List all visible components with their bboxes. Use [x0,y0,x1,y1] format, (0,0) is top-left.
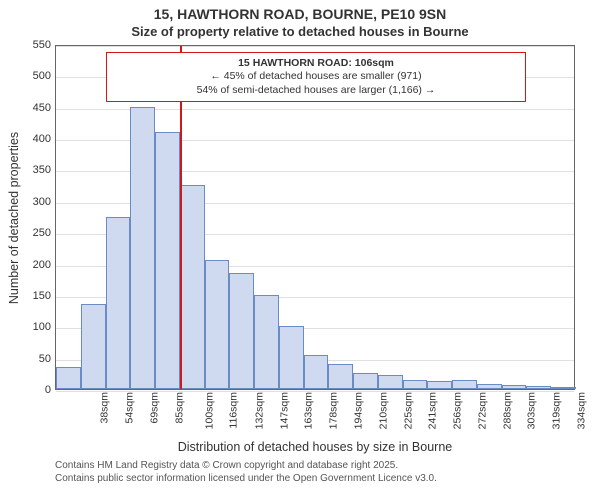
annotation-line: 54% of semi-detached houses are larger (… [113,84,520,97]
x-tick-label: 288sqm [501,392,513,429]
x-tick-label: 38sqm [99,392,111,424]
y-tick-label: 400 [0,133,51,145]
y-tick-label: 550 [0,39,51,51]
histogram-bar [279,326,304,389]
histogram-bar [56,367,81,389]
x-tick-label: 210sqm [377,392,389,429]
y-tick-label: 50 [0,353,51,365]
title-line1: 15, HAWTHORN ROAD, BOURNE, PE10 9SN [0,6,600,24]
gridline [56,46,574,47]
annotation-line: ← 45% of detached houses are smaller (97… [113,70,520,83]
x-tick-label: 85sqm [173,392,185,424]
x-tick-label: 256sqm [451,392,463,429]
x-tick-label: 225sqm [402,392,414,429]
x-axis-label: Distribution of detached houses by size … [178,440,452,454]
histogram-bar [526,386,551,389]
histogram-bar [328,364,353,389]
x-tick-label: 54sqm [124,392,136,424]
histogram-bar [551,387,576,390]
y-tick-label: 450 [0,102,51,114]
y-tick-label: 350 [0,164,51,176]
histogram-bar [378,375,403,389]
histogram-bar [180,185,205,389]
x-tick-label: 334sqm [575,392,587,429]
histogram-bar [155,132,180,389]
x-tick-label: 194sqm [352,392,364,429]
histogram-bar [106,217,131,390]
x-tick-labels: 38sqm 54sqm 69sqm 85sqm 100sqm 116sqm 132sqm 14… [55,390,575,445]
x-tick-label: 132sqm [253,392,265,429]
y-tick-label: 0 [0,384,51,396]
title-line2: Size of property relative to detached ho… [0,24,600,40]
y-tick-label: 150 [0,290,51,302]
histogram-bar [130,107,155,389]
histogram-bar [403,380,428,389]
x-tick-label: 319sqm [550,392,562,429]
x-tick-label: 147sqm [278,392,290,429]
x-tick-label: 116sqm [228,392,240,429]
y-tick-label: 300 [0,196,51,208]
x-tick-label: 163sqm [303,392,315,429]
y-tick-label: 100 [0,321,51,333]
histogram-bar [477,384,502,389]
plot-area: 15 HAWTHORN ROAD: 106sqm← 45% of detache… [55,45,575,390]
footer-line2: Contains public sector information licen… [55,473,437,486]
histogram-bar [81,304,106,389]
histogram-bar [452,380,477,389]
x-tick-label: 272sqm [476,392,488,429]
x-tick-label: 241sqm [427,392,439,429]
histogram-bar [502,385,527,389]
histogram-bar [304,355,329,390]
x-tick-label: 178sqm [328,392,340,429]
x-tick-label: 100sqm [204,392,216,429]
footer-line1: Contains HM Land Registry data © Crown c… [55,460,437,473]
annotation-box: 15 HAWTHORN ROAD: 106sqm← 45% of detache… [106,52,527,101]
chart-container: 15, HAWTHORN ROAD, BOURNE, PE10 9SN Size… [0,0,600,500]
chart-title: 15, HAWTHORN ROAD, BOURNE, PE10 9SN Size… [0,0,600,40]
histogram-bar [229,273,254,389]
histogram-bar [427,381,452,389]
y-tick-label: 250 [0,227,51,239]
y-tick-labels: 050100150200250300350400450500550 [0,45,55,390]
footer-attribution: Contains HM Land Registry data © Crown c… [55,460,437,485]
y-tick-label: 500 [0,70,51,82]
x-tick-label: 69sqm [148,392,160,424]
x-tick-label: 303sqm [526,392,538,429]
histogram-bar [205,260,230,389]
histogram-bar [254,295,279,389]
annotation-line: 15 HAWTHORN ROAD: 106sqm [113,57,520,70]
y-tick-label: 200 [0,259,51,271]
histogram-bar [353,373,378,389]
